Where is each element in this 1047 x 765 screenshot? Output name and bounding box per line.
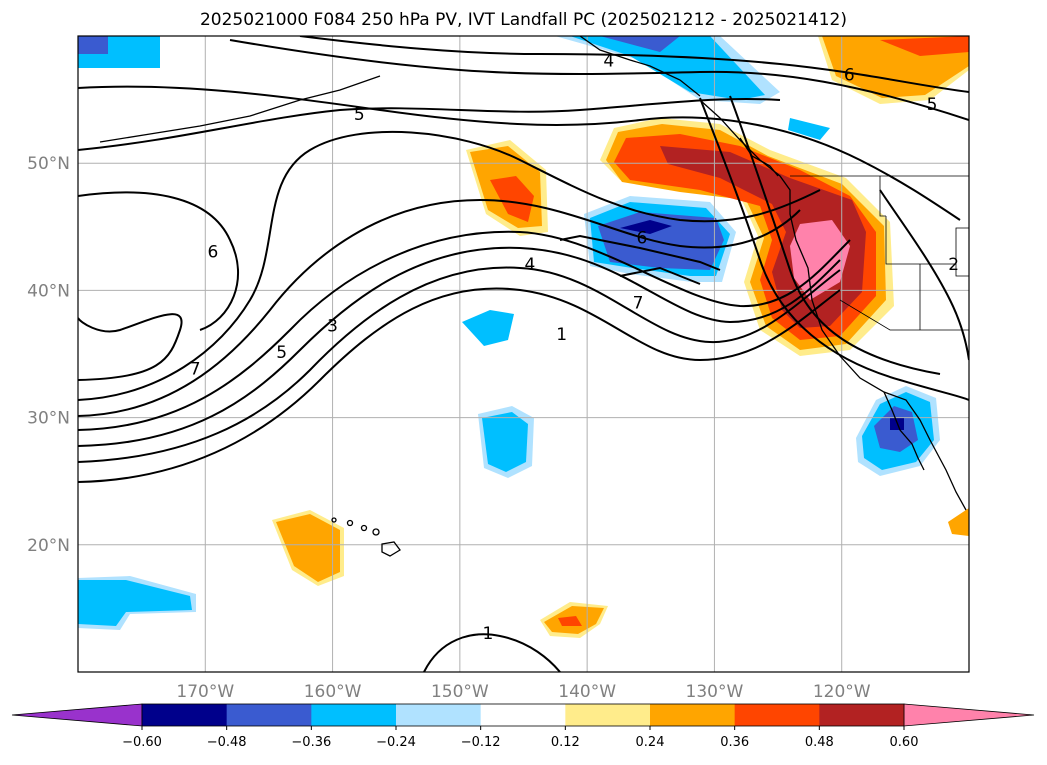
contour-label-11: 7 [190,360,201,380]
contour-label-7: 7 [633,293,644,313]
contour-17 [619,266,701,285]
contour-8 [78,191,239,331]
lon-label-1: 160°W [304,682,362,702]
contour-label-9: 3 [327,316,338,336]
contour-11 [229,39,969,121]
coast-vancouver [739,137,779,177]
contour-18 [423,633,561,672]
shade-blob2-navy [620,220,672,234]
contour-label-1: 6 [844,66,855,86]
contour-label-2: 5 [927,95,938,115]
colorbar-frame [141,703,905,727]
hawaii-islands [331,517,401,557]
shade-small-red [558,616,582,626]
contour-label-5: 6 [636,229,647,249]
colorbar-label-7: 0.36 [720,735,749,750]
contour-7 [78,313,183,381]
coast-aleutians [99,75,381,143]
colorbar-label-0: −0.60 [122,735,162,750]
colorbar-label-1: −0.48 [207,735,247,750]
coast-baja [883,391,925,471]
shade-mid-blue [482,412,528,472]
contour-12 [299,36,969,93]
contour-9 [78,85,961,221]
colorbar-label-5: 0.12 [551,735,580,750]
contour-2 [78,266,841,463]
contour-label-8: 2 [948,255,959,275]
lon-label-4: 130°W [686,682,744,702]
shade-nw-deep [78,36,108,54]
colorbar-label-2: −0.36 [291,735,331,750]
contour-10 [78,97,781,151]
colorbar-label-3: −0.24 [376,735,416,750]
lat-label-2: 30°N [27,409,70,429]
shade-north-deep [600,36,680,52]
lon-label-0: 170°W [176,682,234,702]
shade-blob1-red [490,176,534,222]
contour-14 [729,95,941,375]
latitude-labels: 50°N 40°N 30°N 20°N [27,154,70,556]
map-title: 2025021000 F084 250 hPa PV, IVT Landfall… [199,10,847,30]
contour-labels: 4 6 5 5 6 6 4 7 2 3 5 7 1 1 [190,52,959,644]
shade-edge-orange [948,508,969,536]
contour-1 [78,287,841,483]
colorbar-segment-6 [650,704,736,726]
shade-plume-pink [790,220,850,300]
lon-label-2: 150°W [431,682,489,702]
contour-label-13: 1 [482,624,493,644]
contour-label-10: 5 [276,343,287,363]
map-frame [77,35,970,673]
contour-3 [78,246,841,447]
contour-label-3: 5 [354,105,365,125]
colorbar-segment-3 [396,704,482,726]
gridlines [78,36,969,672]
shade-sw-blue [78,580,192,626]
contour-5 [78,198,801,417]
colorbar-segment-8 [819,704,905,726]
contour-label-0: 4 [603,52,614,72]
longitude-labels: 170°W 160°W 150°W 140°W 130°W 120°W [176,682,870,702]
coast-alaska-islands [579,36,701,97]
lon-label-3: 140°W [558,682,616,702]
contour-6 [78,130,821,401]
shade-ne-red [880,36,969,56]
colorbar-segment-5 [565,704,651,726]
coastlines [99,36,967,557]
contour-label-12: 1 [556,325,567,345]
colorbar-label-8: 0.48 [805,735,834,750]
contour-label-4: 6 [208,243,219,263]
colorbar-extend-high [903,703,1035,727]
shade-small-blue [788,118,830,140]
colorbar-label-9: 0.60 [890,735,919,750]
borders [790,175,969,331]
shade-hawaii-orange [276,514,340,582]
contour-label-6: 4 [524,255,535,275]
shade-north-blue [570,36,765,100]
contour-4 [78,230,851,431]
lat-label-0: 50°N [27,154,70,174]
lat-label-1: 40°N [27,281,70,301]
colorbar-label-6: 0.24 [636,735,665,750]
lon-label-5: 120°W [813,682,871,702]
shade-small-blue-2 [462,310,514,346]
colorbar-extend-low [11,703,143,727]
contour-15 [879,189,969,361]
contour-13 [699,97,969,401]
colorbar: −0.60 −0.48 −0.36 −0.24 −0.12 0.12 0.24 0.36 0.4… [11,703,1035,750]
colorbar-segment-7 [734,704,820,726]
contour-16 [559,234,721,271]
lat-label-3: 20°N [27,536,70,556]
colorbar-segment-2 [311,704,397,726]
map-area: 4 6 5 5 6 6 4 7 2 3 5 7 1 1 [78,36,969,672]
colorbar-label-4: −0.12 [461,735,501,750]
pv-contours [78,36,969,672]
colorbar-segment-1 [226,704,312,726]
colorbar-segment-4 [480,704,566,726]
colorbar-segment-0 [142,704,228,726]
